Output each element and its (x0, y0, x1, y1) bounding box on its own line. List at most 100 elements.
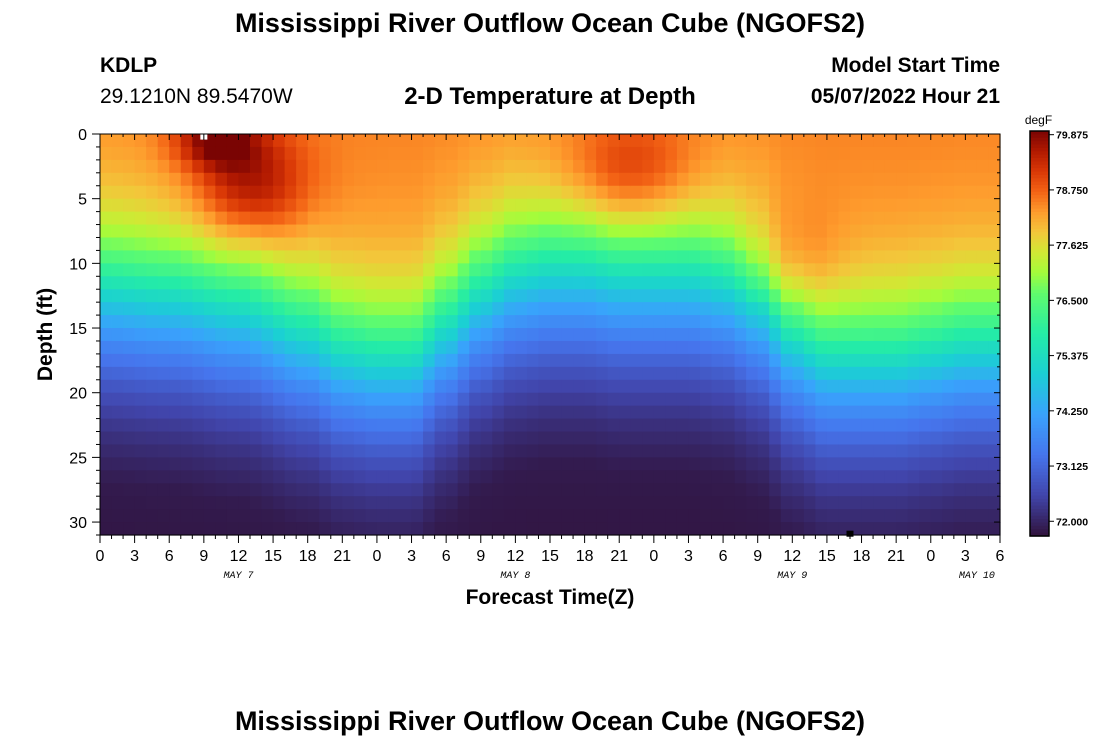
colorbar-step (1030, 471, 1049, 476)
heatmap-cell (261, 418, 274, 433)
heatmap-cell (192, 159, 205, 174)
heatmap-cell (723, 263, 736, 277)
heatmap-cell (330, 198, 343, 213)
heatmap-cell (538, 483, 551, 497)
heatmap-cell (446, 315, 459, 329)
heatmap-cell (850, 340, 863, 355)
heatmap-cell (953, 431, 966, 446)
heatmap-cell (434, 159, 447, 174)
heatmap-cell (676, 263, 690, 277)
heatmap-cell (388, 392, 401, 407)
heatmap-cell (757, 134, 770, 148)
heatmap-cell (353, 198, 366, 213)
heatmap-cell (123, 405, 136, 420)
heatmap-cell (826, 340, 840, 355)
heatmap-cell (769, 185, 782, 200)
heatmap-cell (480, 134, 493, 148)
heatmap-cell (584, 509, 597, 523)
heatmap-cell (919, 146, 932, 161)
heatmap-cell (642, 146, 655, 161)
heatmap-cell (550, 302, 563, 316)
heatmap-cell (965, 496, 978, 510)
heatmap-cell (850, 379, 863, 394)
heatmap-cell (896, 483, 909, 497)
heatmap-cell (953, 263, 966, 277)
heatmap-cell (896, 444, 909, 458)
heatmap-cell (111, 211, 124, 226)
heatmap-cell (873, 134, 886, 148)
colorbar-tick-label: 76.500 (1056, 295, 1088, 307)
heatmap-cell (780, 444, 793, 458)
heatmap-cell (376, 509, 390, 523)
heatmap-cell (469, 366, 482, 381)
heatmap-cell (203, 289, 216, 303)
colorbar-step (1030, 482, 1049, 486)
heatmap-cell (226, 211, 240, 226)
heatmap-cell (792, 496, 805, 510)
heatmap-cell (769, 392, 782, 407)
heatmap-cell (411, 250, 424, 264)
heatmap-cell (676, 146, 690, 161)
heatmap-cell (965, 353, 978, 368)
heatmap-cell (642, 315, 655, 329)
heatmap-cell (803, 522, 816, 536)
heatmap-cell (365, 134, 378, 148)
heatmap-cell (365, 315, 378, 329)
heatmap-cell (919, 263, 932, 277)
heatmap-cell (573, 315, 586, 329)
colorbar-step (1030, 195, 1049, 200)
heatmap-cell (584, 211, 597, 226)
heatmap-cell (284, 185, 297, 200)
heatmap-cell (965, 211, 978, 226)
heatmap-cell (734, 444, 747, 458)
heatmap-cell (307, 496, 320, 510)
heatmap-cell (480, 276, 493, 290)
heatmap-cell (607, 340, 620, 355)
heatmap-cell (284, 328, 297, 342)
heatmap-cell (400, 522, 413, 536)
heatmap-cell (319, 159, 332, 174)
heatmap-cell (803, 289, 816, 303)
colorbar-step (1030, 512, 1049, 517)
heatmap-cell (919, 353, 932, 368)
heatmap-cell (838, 211, 851, 226)
heatmap-cell (215, 146, 228, 161)
heatmap-cell (688, 302, 701, 316)
heatmap-cell (838, 185, 851, 200)
heatmap-cell (134, 483, 147, 497)
heatmap-cell (676, 379, 690, 394)
heatmap-cell (469, 405, 482, 420)
heatmap-cell (353, 276, 366, 290)
heatmap-cell (526, 496, 540, 510)
heatmap-cell (769, 172, 782, 187)
heatmap-cell (434, 392, 447, 407)
heatmap-cell (826, 392, 840, 407)
heatmap-cell (861, 315, 874, 329)
heatmap-cell (596, 509, 609, 523)
x-tick-label: 12 (230, 548, 248, 565)
heatmap-cell (423, 134, 436, 148)
heatmap-cell (492, 522, 505, 536)
heatmap-cell (238, 263, 251, 277)
heatmap-cell (838, 146, 851, 161)
heatmap-cell (446, 340, 459, 355)
heatmap-cell (123, 431, 136, 446)
heatmap-cell (573, 353, 586, 368)
heatmap-cell (238, 405, 251, 420)
colorbar-step (1030, 198, 1049, 203)
heatmap-cell (261, 328, 274, 342)
heatmap-cell (642, 211, 655, 226)
heatmap-cell (284, 263, 297, 277)
heatmap-cell (434, 444, 447, 458)
heatmap-cell (180, 159, 193, 174)
heatmap-cell (642, 418, 655, 433)
heatmap-cell (330, 289, 343, 303)
heatmap-cell (169, 289, 182, 303)
heatmap-cell (676, 198, 690, 213)
colorbar-step (1030, 488, 1049, 493)
heatmap-cell (238, 134, 251, 148)
heatmap-cell (388, 353, 401, 368)
heatmap-cell (573, 444, 586, 458)
heatmap-cell (238, 431, 251, 446)
